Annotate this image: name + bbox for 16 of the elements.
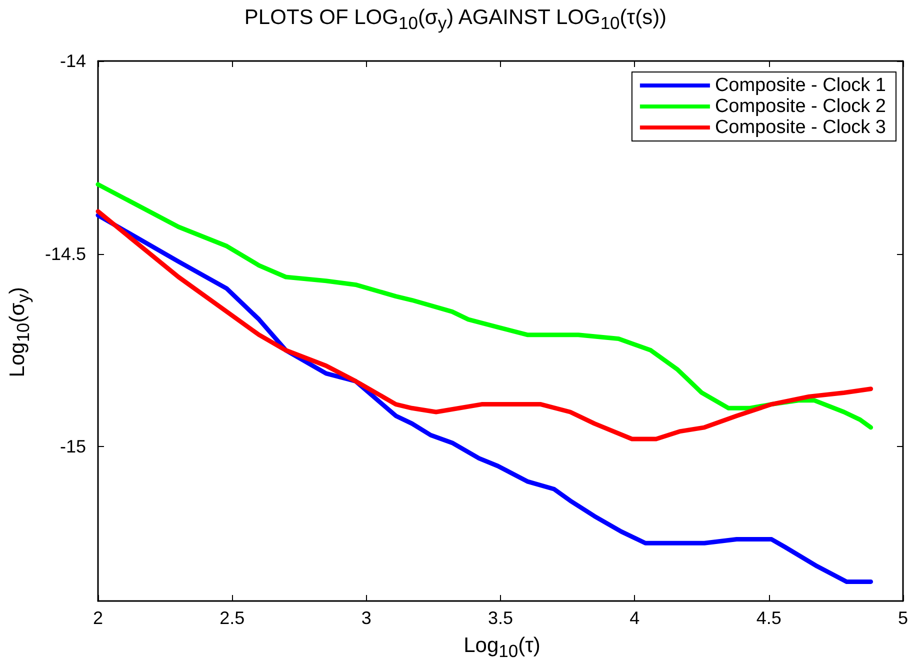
chart-title: PLOTS OF LOG$_{10}$(σ$_{y}$) AGAINST LOG$_{10}$(τ(s)) [243, 6, 668, 34]
line-series [96, 213, 874, 584]
legend-label: Composite - Clock 3 [714, 117, 886, 138]
x-tick-label: 3 [361, 608, 372, 628]
x-tick-label: 3.5 [488, 608, 514, 628]
y-tick-label: -14.5 [44, 244, 86, 264]
legend-label: Composite - Clock 2 [714, 96, 886, 117]
x-tick-label: 2.5 [220, 608, 245, 628]
x-tick-label: 5 [898, 608, 908, 628]
x-tick-label: 2 [92, 608, 104, 628]
x-axis-title: Log$_{10}$(τ) [462, 634, 542, 662]
y-tick-label: -15 [60, 436, 86, 457]
x-tick-label: 4.5 [756, 608, 782, 628]
x-tick-label: 4 [630, 608, 640, 628]
legend-label: Composite - Clock 1 [714, 75, 886, 96]
y-tick-label: -14 [60, 51, 86, 71]
